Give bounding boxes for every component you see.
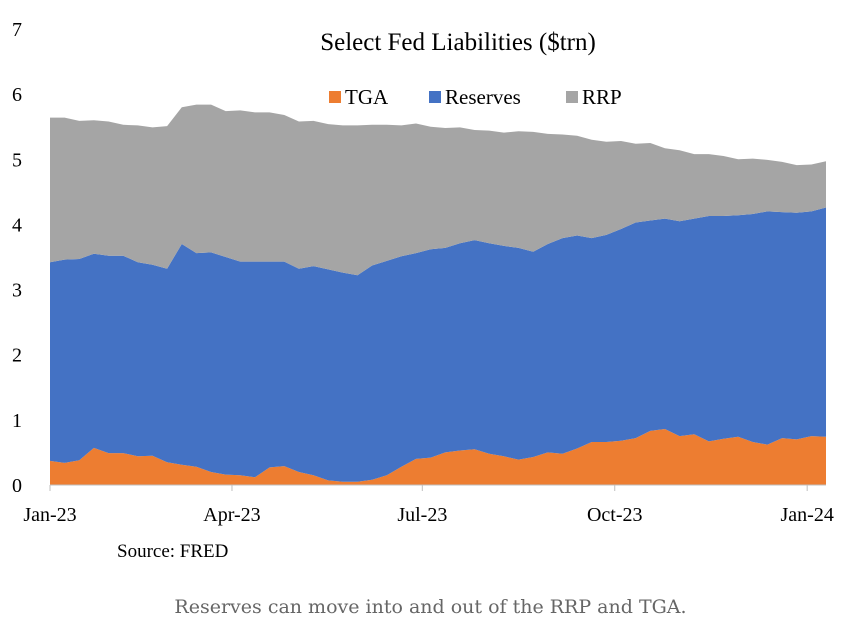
chart-axes: 0 1 2 3 4 5 6 7 Jan-23 Apr-23 Jul-23 Oct-23 Jan-24: [12, 19, 834, 526]
y-tick-label: 4: [12, 214, 22, 236]
x-tick-label: Jan-23: [23, 504, 76, 526]
x-tick-label: Oct-23: [587, 504, 643, 526]
source-label: Source: FRED: [117, 541, 228, 562]
legend-label-reserves: Reserves: [445, 85, 521, 109]
y-tick-label: 5: [12, 149, 22, 171]
legend-swatch-reserves: [429, 91, 441, 103]
legend-swatch-tga: [329, 91, 341, 103]
x-tick-label: Apr-23: [203, 504, 260, 526]
y-tick-label: 6: [12, 84, 22, 106]
figure-caption: Reserves can move into and out of the RR…: [174, 596, 687, 618]
y-tick-label: 3: [12, 280, 22, 302]
series-area-reserves: [50, 207, 826, 482]
plot-areas: [50, 104, 826, 485]
chart-title: Select Fed Liabilities ($trn): [320, 29, 596, 56]
series-area-rrp: [50, 104, 826, 276]
y-tick-label: 7: [12, 19, 22, 41]
fed-liabilities-chart: Select Fed Liabilities ($trn) TGA Reserve…: [12, 19, 834, 562]
series-area-tga: [50, 429, 826, 485]
x-tick-label: Jul-23: [397, 504, 447, 526]
legend-swatch-rrp: [566, 91, 578, 103]
y-tick-label: 0: [12, 475, 22, 497]
chart-legend: TGA Reserves RRP: [329, 85, 622, 109]
y-tick-label: 2: [12, 345, 22, 367]
legend-label-tga: TGA: [345, 85, 389, 109]
legend-label-rrp: RRP: [582, 85, 622, 109]
y-tick-label: 1: [12, 410, 22, 432]
x-tick-label: Jan-24: [781, 504, 834, 526]
